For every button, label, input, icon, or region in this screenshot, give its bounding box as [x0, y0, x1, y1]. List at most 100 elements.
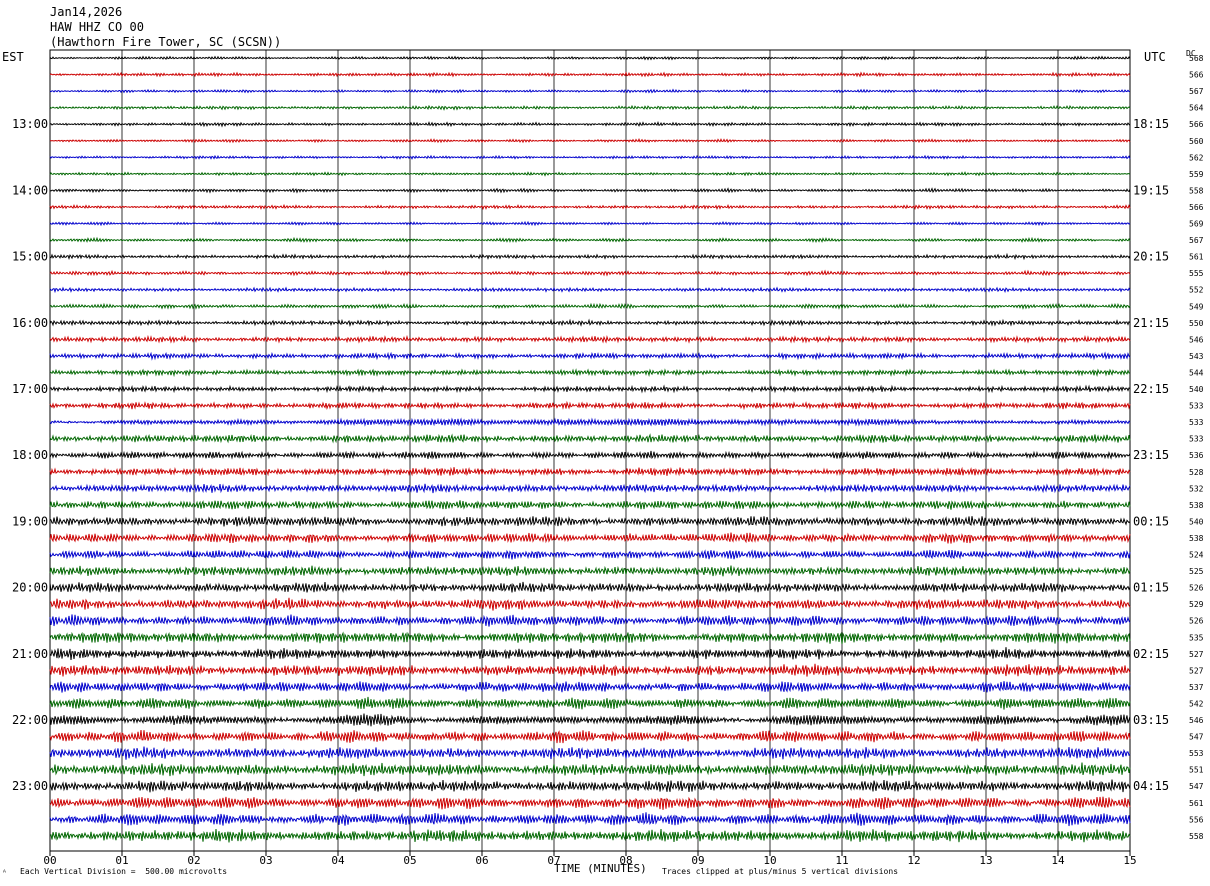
dc-column-label: DC — [1186, 49, 1196, 58]
trace-row-45 — [49, 796, 1131, 810]
dc-offset-label: 547 — [1189, 782, 1204, 791]
right-hour-label: 02:15 — [1133, 647, 1169, 661]
dc-offset-label: 528 — [1189, 468, 1204, 477]
plot-date: Jan14,2026 — [50, 5, 123, 19]
trace-row-14 — [49, 286, 1131, 294]
dc-offset-label: 559 — [1189, 170, 1204, 179]
trace-row-12 — [49, 252, 1131, 261]
left-hour-label: 15:00 — [12, 250, 48, 264]
trace-row-16 — [49, 318, 1131, 327]
x-tick-label: 08 — [619, 854, 632, 867]
dc-offset-label: 526 — [1189, 617, 1204, 626]
dc-offset-label: 527 — [1189, 666, 1204, 675]
trace-row-2 — [49, 88, 1131, 94]
trace-row-6 — [49, 154, 1131, 160]
trace-row-47 — [50, 828, 1131, 843]
trace-row-17 — [49, 334, 1131, 344]
trace-row-24 — [49, 450, 1131, 460]
footer-mark: ᴬ — [2, 868, 7, 877]
left-hour-label: 17:00 — [12, 382, 48, 396]
dc-offset-label: 533 — [1189, 402, 1204, 411]
dc-offset-label: 562 — [1189, 153, 1204, 162]
dc-offset-label: 540 — [1189, 385, 1204, 394]
dc-offset-label: 566 — [1189, 71, 1204, 80]
dc-offset-label: 538 — [1189, 501, 1204, 510]
trace-row-11 — [49, 236, 1131, 243]
trace-row-40 — [49, 713, 1131, 727]
dc-offset-label: 567 — [1189, 236, 1204, 245]
dc-offset-label: 524 — [1189, 551, 1204, 560]
trace-row-39 — [49, 696, 1131, 710]
dc-offset-label: 526 — [1189, 584, 1204, 593]
right-hour-label: 22:15 — [1133, 382, 1169, 396]
right-hour-label: 21:15 — [1133, 316, 1169, 330]
trace-row-23 — [49, 433, 1131, 444]
dc-offset-label: 544 — [1189, 368, 1204, 377]
x-tick-label: 01 — [115, 854, 128, 867]
dc-offset-label: 546 — [1189, 716, 1204, 725]
scale-note: Each Vertical Division = 500.00 microvol… — [20, 867, 228, 876]
x-tick-label: 12 — [907, 854, 920, 867]
plot-frame — [49, 49, 1131, 852]
trace-row-15 — [49, 302, 1131, 310]
dc-offset-label: 558 — [1189, 832, 1204, 841]
x-tick-label: 11 — [835, 854, 848, 867]
trace-row-44 — [49, 779, 1131, 793]
right-hour-label: 23:15 — [1133, 448, 1169, 462]
trace-row-37 — [49, 663, 1131, 677]
x-tick-label: 09 — [691, 854, 704, 867]
right-hour-label: 18:15 — [1133, 117, 1169, 131]
x-tick-label: 02 — [187, 854, 200, 867]
x-tick-label: 13 — [979, 854, 992, 867]
trace-row-13 — [49, 269, 1131, 277]
dc-offset-label: 537 — [1189, 683, 1204, 692]
dc-offset-label: 569 — [1189, 220, 1204, 229]
left-timezone-label: EST — [2, 50, 24, 64]
trace-row-4 — [49, 121, 1131, 128]
dc-offset-label: 533 — [1189, 418, 1204, 427]
dc-offset-label: 566 — [1189, 120, 1204, 129]
x-tick-label: 05 — [403, 854, 416, 867]
right-hour-label: 20:15 — [1133, 250, 1169, 264]
dc-offset-label: 536 — [1189, 451, 1204, 460]
trace-row-26 — [49, 483, 1131, 494]
dc-offset-label: 568 — [1189, 54, 1204, 63]
trace-row-25 — [49, 466, 1131, 477]
trace-row-0 — [49, 55, 1131, 61]
trace-row-5 — [49, 138, 1131, 144]
left-hour-label: 23:00 — [12, 779, 48, 793]
dc-offset-label: 533 — [1189, 435, 1204, 444]
trace-row-3 — [49, 104, 1131, 111]
trace-row-46 — [49, 812, 1131, 827]
dc-offset-label: 546 — [1189, 335, 1204, 344]
trace-row-1 — [49, 71, 1131, 78]
right-hour-label: 00:15 — [1133, 514, 1169, 528]
trace-row-29 — [49, 532, 1131, 544]
trace-row-28 — [49, 516, 1131, 527]
right-timezone-label: UTC — [1144, 50, 1166, 64]
trace-row-8 — [49, 187, 1131, 194]
right-hour-label: 19:15 — [1133, 183, 1169, 197]
trace-row-19 — [49, 368, 1131, 378]
dc-offset-label: 525 — [1189, 567, 1204, 576]
right-hour-label: 01:15 — [1133, 581, 1169, 595]
left-hour-label: 19:00 — [12, 514, 48, 528]
dc-offset-label: 532 — [1189, 484, 1204, 493]
trace-row-35 — [49, 631, 1131, 644]
x-axis-title: TIME (MINUTES) — [554, 862, 647, 875]
trace-row-41 — [49, 730, 1131, 744]
x-tick-label: 04 — [331, 854, 345, 867]
dc-offset-label: 543 — [1189, 352, 1204, 361]
right-hour-label: 03:15 — [1133, 713, 1169, 727]
right-hour-label: 04:15 — [1133, 779, 1169, 793]
x-tick-label: 06 — [475, 854, 488, 867]
dc-offset-label: 527 — [1189, 650, 1204, 659]
left-hour-label: 20:00 — [12, 581, 48, 595]
dc-offset-label: 535 — [1189, 633, 1204, 642]
x-tick-label: 14 — [1051, 854, 1065, 867]
trace-row-38 — [49, 681, 1131, 693]
dc-offset-label: 547 — [1189, 733, 1204, 742]
dc-offset-label: 551 — [1189, 766, 1204, 775]
x-tick-label: 10 — [763, 854, 776, 867]
trace-row-10 — [49, 220, 1131, 227]
